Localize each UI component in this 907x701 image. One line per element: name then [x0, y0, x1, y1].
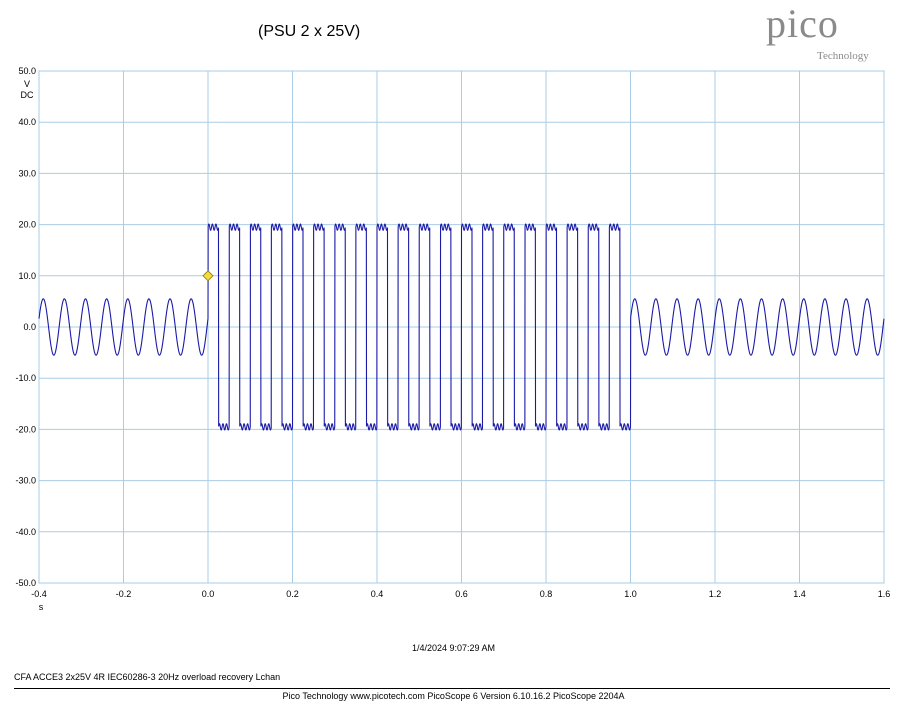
y-tick-label: -10.0: [15, 373, 36, 383]
x-tick-label: 1.6: [878, 589, 891, 599]
y-tick-label: 0.0: [23, 322, 36, 332]
x-tick-label: 0.4: [371, 589, 384, 599]
x-tick-label: 0.6: [455, 589, 468, 599]
y-tick-label: 20.0: [18, 220, 36, 230]
oscilloscope-plot: -0.4 -0.2 0.0 0.2 0.4 0.6 0.8 1.0 1.2 1.4 1.6 50.0 4…: [15, 66, 891, 612]
chart-title: (PSU 2 x 25V): [258, 23, 361, 40]
x-tick-label: -0.4: [31, 589, 47, 599]
footer-text: Pico Technology www.picotech.com PicoSco…: [282, 691, 625, 701]
x-tick-label: 0.8: [540, 589, 553, 599]
capture-timestamp: 1/4/2024 9:07:29 AM: [411, 643, 496, 653]
waveform-trace: [38, 223, 885, 431]
y-tick-label: 40.0: [18, 117, 36, 127]
x-tick-label: -0.2: [116, 589, 132, 599]
y-tick-label: 30.0: [18, 168, 36, 178]
trigger-marker: [202, 270, 214, 282]
y-tick-label: -50.0: [15, 578, 36, 588]
pico-logo: pico: [766, 1, 839, 46]
y-unit-label: DC: [21, 90, 34, 100]
x-tick-label: 1.2: [709, 589, 722, 599]
y-tick-label: 50.0: [18, 66, 36, 76]
y-tick-label: 10.0: [18, 271, 36, 281]
y-tick-label: -20.0: [15, 424, 36, 434]
y-tick-label: -30.0: [15, 476, 36, 486]
y-unit-label: V: [24, 79, 30, 89]
x-tick-label: 1.0: [624, 589, 637, 599]
x-tick-label: 0.0: [202, 589, 215, 599]
x-unit-label: s: [39, 602, 44, 612]
footer-divider: [14, 688, 890, 689]
x-tick-label: 0.2: [286, 589, 299, 599]
pico-logo-subtitle: Technology: [817, 50, 869, 62]
y-tick-label: -40.0: [15, 527, 36, 537]
x-tick-label: 1.4: [793, 589, 806, 599]
capture-caption: CFA ACCE3 2x25V 4R IEC60286-3 20Hz overl…: [14, 672, 281, 682]
